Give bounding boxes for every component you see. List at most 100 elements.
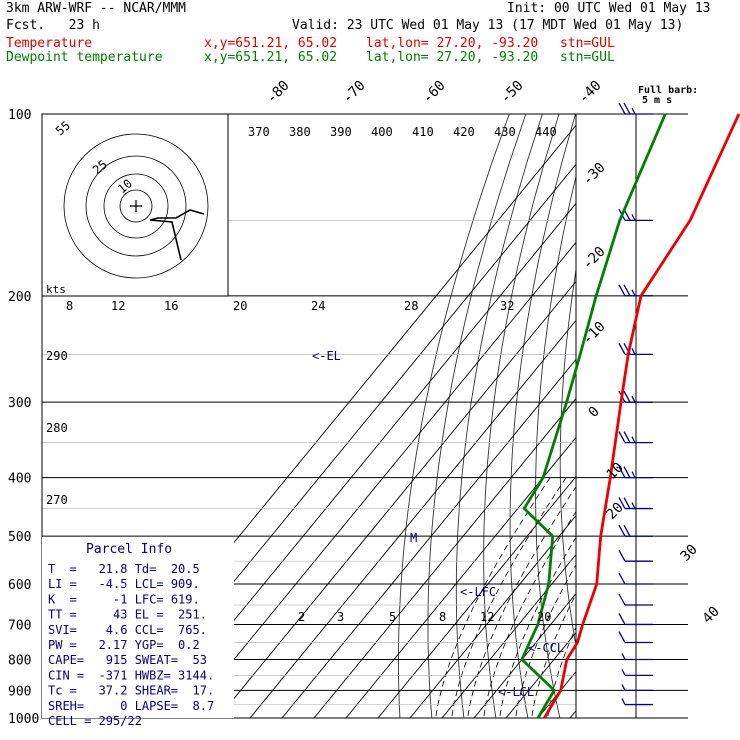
isotherm [505, 631, 576, 718]
dewpoint-latlon: lat,lon= 27.20, -93.20 [366, 50, 539, 65]
parcel-info-row: SREH= 0 LAPSE= 8.7 [48, 699, 214, 713]
wind-barb [618, 284, 653, 297]
dewpoint-station: stn=GUL [560, 50, 615, 65]
mixing-ratio-label: 12 [480, 610, 494, 624]
isotherm [473, 592, 576, 718]
isotherm [441, 553, 576, 718]
mixing-ratio-label: 8 [439, 610, 446, 624]
height-label: 290 [46, 349, 68, 363]
parcel-info-row: T = 21.8 Td= 20.5 [48, 562, 200, 576]
wind-barb [618, 593, 653, 606]
isotherm-label: -60 [420, 78, 449, 107]
wind-barb-flag [623, 497, 631, 509]
dry-adiabat [607, 114, 656, 718]
wind-barb [618, 497, 653, 510]
pressure-label: 200 [8, 290, 31, 305]
temperature-legend: Temperature [6, 36, 93, 51]
wind-barb-half [631, 289, 636, 297]
theta-label: 410 [412, 125, 434, 139]
isotherm-label: 30 [678, 542, 701, 565]
dry-adiabat [652, 114, 720, 718]
height-label: 270 [46, 493, 68, 507]
isotherm [377, 475, 576, 718]
wind-barb-flag [623, 524, 631, 537]
isotherm-label: -80 [264, 78, 293, 107]
isotherm [634, 114, 740, 718]
mixing-ratio-label: 3 [337, 610, 344, 624]
wind-barb-half [631, 107, 636, 115]
wind-barb-flag [618, 284, 626, 297]
mixing-ratio-label: 32 [500, 299, 514, 313]
mixing-ratio-label: 20 [537, 610, 551, 624]
wind-barb-flag [623, 102, 631, 115]
wind-barb-flag [618, 431, 626, 443]
hodograph-ring [119, 189, 153, 223]
parcel-info-row: CELL = 295/22 [48, 714, 142, 728]
parcel-info-box: Parcel Info T = 21.8 Td= 20.5LI = -4.5 L… [42, 537, 234, 728]
theta-label: 380 [289, 125, 311, 139]
dry-adiabat [713, 114, 740, 718]
parcel-info-row: LI = -4.5 LCL= 909. [48, 577, 200, 591]
mixing-ratio-label: 28 [404, 299, 418, 313]
parcel-annotation: <-LFC [460, 585, 496, 599]
isotherm-label: -50 [498, 78, 527, 107]
wind-barb-half [631, 214, 636, 221]
wind-barb-flag [623, 390, 631, 403]
temperature-profile [543, 113, 740, 719]
wind-barb [618, 572, 653, 585]
wind-barb-half [621, 669, 626, 676]
mixing-ratio-label: 24 [311, 299, 325, 313]
isotherm [281, 358, 576, 718]
isotherm-label: 0 [586, 404, 603, 421]
parcel-annotation: <-EL [312, 349, 341, 363]
parcel-info-row: CIN = -371 HWBZ= 3144. [48, 668, 214, 682]
pressure-label: 500 [8, 530, 31, 545]
isotherm [185, 241, 576, 718]
isotherm-label: -30 [580, 160, 609, 189]
theta-label: 430 [494, 125, 516, 139]
isotherm-label: -70 [340, 78, 369, 107]
isotherm [153, 202, 576, 718]
isotherm-label: 40 [700, 604, 723, 627]
wind-barb [618, 466, 653, 479]
moist-adiabat [499, 536, 576, 718]
hodograph-ring [63, 133, 209, 279]
mixing-ratio-label: 12 [111, 299, 125, 313]
parcel-info-row: SVI= 4.6 CCL= 765. [48, 623, 207, 637]
wind-barb [618, 431, 653, 444]
wind-barb [621, 669, 653, 677]
parcel-info-title: Parcel Info [86, 542, 172, 557]
theta-label: 420 [453, 125, 475, 139]
dewpoint-xy: x,y=651.21, 65.02 [204, 50, 338, 65]
wind-barb-half [631, 348, 636, 355]
pressure-label: 100 [8, 108, 31, 123]
wind-barb-half [621, 684, 626, 691]
height-label: 280 [46, 421, 68, 435]
parcel-annotation: <-LCL [498, 685, 534, 699]
hodograph-frame [41, 113, 229, 297]
wind-barb [618, 102, 653, 115]
temperature-latlon: lat,lon= 27.20, -93.20 [366, 36, 539, 51]
plot-frame [41, 113, 577, 719]
parcel-info-row: Tc = 37.2 SHEAR= 17. [48, 684, 214, 698]
wind-barb-flag [618, 524, 626, 537]
wind-barb [618, 549, 653, 562]
dry-adiabat [398, 114, 510, 718]
wind-barb-flag [623, 284, 631, 297]
hodograph-trace [149, 209, 205, 261]
wind-barb-half [631, 436, 636, 443]
moist-adiabat [531, 593, 576, 718]
pressure-label: 700 [8, 618, 31, 633]
pressure-label: 600 [8, 578, 31, 593]
wind-barb [621, 653, 653, 661]
valid-time: Valid: 23 UTC Wed 01 May 13 (17 MDT Wed … [292, 18, 684, 33]
hodograph-ring [103, 173, 169, 239]
wind-barb-flag [623, 431, 631, 443]
wind-barb-flag [618, 572, 626, 585]
pressure-label: 1000 [8, 712, 39, 727]
theta-label: 400 [371, 125, 393, 139]
parcel-annotation: <-CCL [528, 641, 564, 655]
barb-key: Full barb: 5 m s [638, 85, 698, 106]
pressure-label: 400 [8, 472, 31, 487]
